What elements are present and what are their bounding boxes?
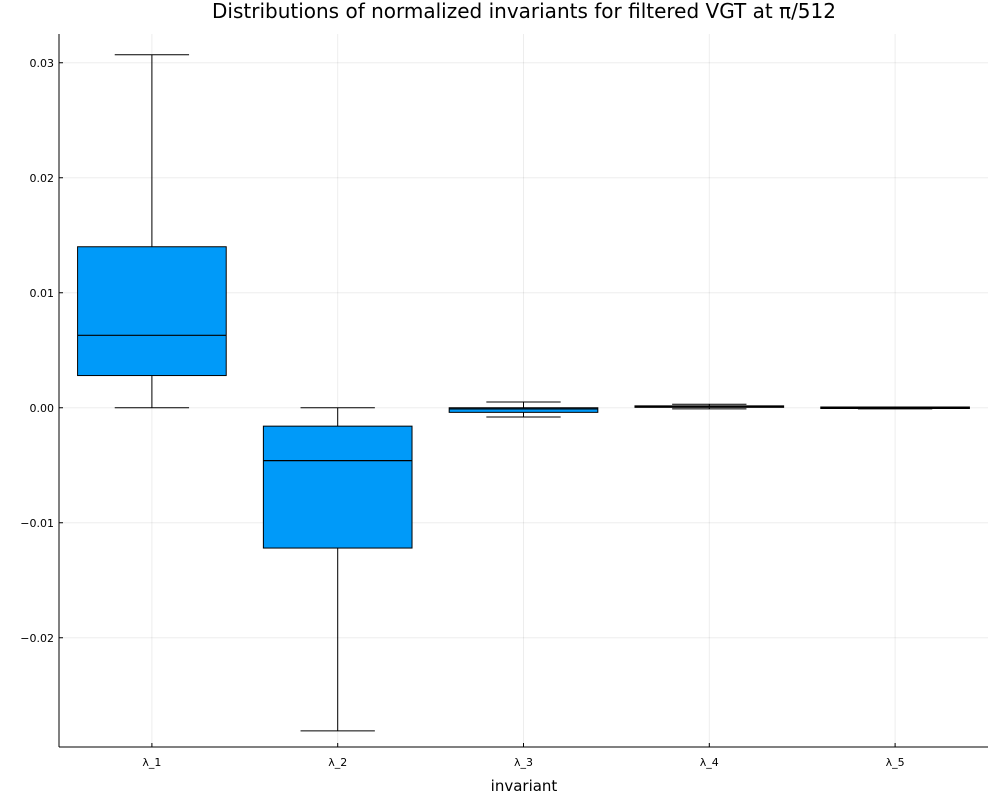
- boxes: [77, 54, 970, 732]
- grid-lines: [59, 34, 988, 747]
- box-2: [262, 407, 413, 732]
- y-tick-label: 0.01: [30, 287, 55, 300]
- chart-title: Distributions of normalized invariants f…: [212, 0, 836, 23]
- x-tick-label: λ_2: [328, 756, 347, 769]
- y-tick-label: 0.02: [30, 172, 55, 185]
- y-tick-label: −0.02: [20, 632, 54, 645]
- y-tick-label: 0.03: [30, 57, 55, 70]
- box-1: [77, 54, 227, 409]
- x-tick-label: λ_4: [700, 756, 719, 769]
- box-body: [77, 246, 227, 377]
- y-tick-label: 0.00: [30, 402, 55, 415]
- box-3: [448, 401, 599, 418]
- box-5: [820, 406, 970, 410]
- x-tick-label: λ_1: [142, 756, 161, 769]
- axes: [58, 34, 988, 748]
- box-body: [262, 425, 413, 549]
- x-tick-label: λ_5: [886, 756, 905, 769]
- x-axis-label: invariant: [491, 777, 558, 795]
- tick-labels: −0.02 −0.01 0.00 0.01 0.02 0.03 λ_1 λ_2 λ_3 λ_4 λ_…: [20, 57, 904, 769]
- x-tick-label: λ_3: [514, 756, 533, 769]
- box-body: [448, 407, 599, 413]
- y-tick-label: −0.01: [20, 517, 54, 530]
- box-4: [634, 403, 785, 410]
